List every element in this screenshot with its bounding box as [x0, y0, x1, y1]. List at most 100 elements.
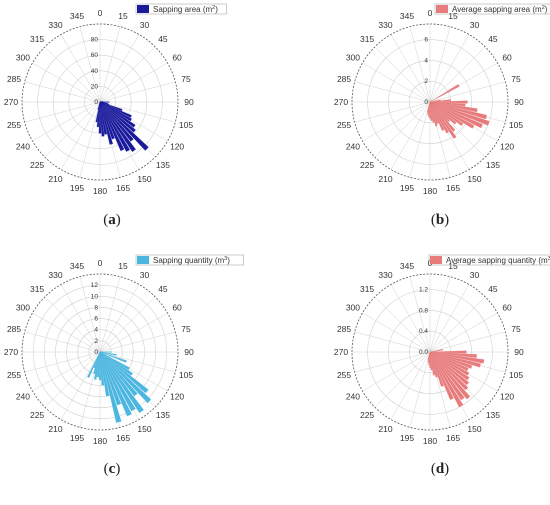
- angle-tick-label: 180: [423, 186, 437, 196]
- polar-bar: [429, 101, 483, 129]
- polar-bar: [99, 101, 130, 152]
- polar-bar: [99, 351, 105, 386]
- radial-tick-label: 0.8: [419, 307, 428, 314]
- angle-tick-label: 30: [140, 20, 150, 30]
- angle-tick-label: 345: [70, 261, 84, 271]
- grid-spoke: [354, 331, 431, 353]
- grid-spoke: [429, 46, 486, 103]
- angle-tick-label: 255: [7, 120, 21, 130]
- polar-bar: [99, 101, 113, 145]
- polar-bar: [429, 101, 457, 125]
- polar-bar: [429, 101, 449, 134]
- angle-tick-label: 330: [48, 270, 62, 280]
- radial-tick-label: 0: [94, 349, 98, 356]
- polar-bar: [99, 351, 112, 353]
- polar-bar: [429, 351, 469, 372]
- grid-spoke: [374, 351, 431, 408]
- angle-tick-label: 135: [156, 410, 170, 420]
- angle-tick-label: 120: [500, 392, 514, 402]
- angle-tick-label: 0: [428, 8, 433, 18]
- angle-tick-label: 345: [400, 11, 414, 21]
- polar-bar: [99, 351, 110, 397]
- polar-bar: [429, 351, 464, 408]
- grid-spoke: [429, 34, 470, 103]
- angle-tick-label: 90: [184, 347, 194, 357]
- angle-tick-label: 345: [400, 261, 414, 271]
- polar-bar: [429, 350, 467, 354]
- panel-c: 0 153045607590105120135150165180195210225…: [4, 254, 244, 477]
- grid-spoke: [409, 276, 431, 353]
- polar-bar: [429, 351, 485, 364]
- grid-spoke: [99, 351, 176, 373]
- grid-spoke: [99, 284, 140, 353]
- polar-bar: [429, 351, 431, 368]
- grid-spoke: [354, 351, 431, 373]
- grid-spoke: [429, 284, 470, 353]
- polar-bar: [429, 101, 466, 107]
- radial-tick-label: 0: [424, 99, 428, 106]
- polar-bar: [99, 101, 125, 152]
- angle-tick-label: 15: [448, 261, 458, 271]
- legend-label: Average sapping quantity (m3): [446, 256, 550, 265]
- grid-spoke: [44, 296, 101, 353]
- grid-spoke: [409, 351, 431, 428]
- polar-bar: [429, 351, 438, 378]
- angle-tick-label: 225: [360, 410, 374, 420]
- angle-tick-label: 255: [337, 120, 351, 130]
- grid-spoke: [99, 276, 121, 353]
- polar-bar: [99, 101, 136, 133]
- angle-tick-label: 105: [179, 120, 193, 130]
- polar-bar: [99, 101, 134, 142]
- angle-tick-label: 150: [137, 424, 151, 434]
- angle-tick-label: 165: [446, 183, 460, 193]
- angle-tick-label: 75: [511, 74, 521, 84]
- polar-bar: [429, 351, 470, 376]
- panel-label: (d): [431, 461, 449, 477]
- panel-d: 0153045607590105120135150165180195210225…: [334, 254, 550, 477]
- angle-tick-label: 0: [98, 258, 103, 268]
- polar-bar: [99, 351, 136, 412]
- angle-tick-label: 240: [16, 392, 30, 402]
- grid-spoke: [362, 101, 431, 142]
- radial-tick-label: 80: [91, 37, 99, 44]
- grid-spoke: [429, 276, 451, 353]
- polar-bar: [99, 100, 104, 103]
- grid-spoke: [99, 296, 156, 353]
- polar-bar: [99, 101, 149, 151]
- grid-spoke: [99, 81, 176, 103]
- polar-bar: [99, 101, 136, 128]
- angle-tick-label: 105: [509, 370, 523, 380]
- angle-tick-label: 90: [514, 97, 524, 107]
- polar-bar: [429, 101, 487, 120]
- angle-tick-label: 285: [337, 324, 351, 334]
- polar-bar: [99, 101, 115, 140]
- angle-tick-label: 180: [93, 186, 107, 196]
- angle-tick-label: 165: [116, 183, 130, 193]
- polar-bar: [429, 101, 490, 126]
- grid-spoke: [409, 26, 431, 103]
- grid-spoke: [354, 101, 431, 123]
- grid-spoke: [44, 101, 101, 158]
- legend-swatch: [137, 5, 149, 13]
- polar-bar: [97, 101, 101, 110]
- angle-tick-label: 315: [30, 284, 44, 294]
- polar-bar: [99, 351, 138, 397]
- legend: Sapping area (m2): [135, 3, 227, 15]
- radial-tick-label: 10: [91, 293, 99, 300]
- radial-tick-label: 0.0: [419, 349, 428, 356]
- angle-tick-label: 300: [346, 303, 360, 313]
- grid-spoke: [374, 46, 431, 103]
- panel-label: (a): [103, 212, 121, 228]
- polar-bar: [99, 351, 144, 413]
- polar-bar: [99, 351, 133, 376]
- grid-spoke: [32, 101, 101, 142]
- polar-bar: [99, 101, 105, 137]
- angle-tick-label: 0: [98, 8, 103, 18]
- angle-tick-label: 30: [470, 20, 480, 30]
- angle-tick-label: 225: [30, 160, 44, 170]
- polar-bar: [87, 351, 101, 378]
- radial-tick-label: 0.4: [419, 328, 428, 335]
- grid-spoke: [429, 296, 486, 353]
- angle-tick-label: 75: [511, 324, 521, 334]
